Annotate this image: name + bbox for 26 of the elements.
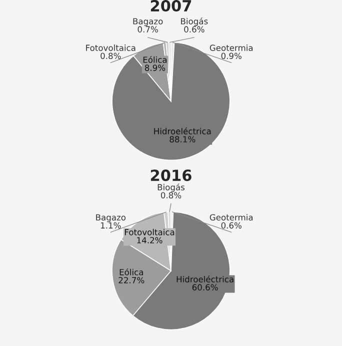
data-label: 0.6% bbox=[184, 26, 204, 32]
chart-title: 2007 bbox=[150, 0, 192, 12]
slice-label: Eólica bbox=[120, 268, 143, 276]
slice-label: Geotermia bbox=[210, 214, 253, 221]
slice-label: Hidroeléctrica bbox=[176, 276, 234, 282]
data-label: 0.8% bbox=[100, 52, 121, 60]
slice-label: Fotovoltaica bbox=[86, 44, 136, 51]
slice-label: Biogás bbox=[158, 184, 185, 192]
slice-label: Bagazo bbox=[133, 18, 163, 26]
data-label: 14.2% bbox=[137, 237, 162, 244]
data-label: 8.9% bbox=[144, 64, 166, 71]
slice-label: Bagazo bbox=[96, 214, 126, 222]
slice-label: Biogás bbox=[181, 18, 208, 26]
data-label: 0.7% bbox=[138, 26, 158, 32]
data-label: 0.9% bbox=[221, 52, 242, 60]
data-label: 88.1% bbox=[170, 136, 196, 142]
slice-label: Eólica bbox=[143, 56, 167, 63]
data-label: 0.6% bbox=[221, 222, 242, 229]
slice-label: Hidroeléctrica bbox=[154, 128, 211, 134]
data-label: 1.1% bbox=[100, 222, 121, 229]
chart-title: 2016 bbox=[150, 170, 192, 182]
data-label: 60.6% bbox=[192, 284, 218, 290]
data-label: 22.7% bbox=[118, 277, 144, 284]
slice-label: Fotovoltaica bbox=[125, 228, 174, 236]
slice-label: Geotermia bbox=[210, 44, 253, 51]
data-label: 0.8% bbox=[160, 192, 182, 198]
